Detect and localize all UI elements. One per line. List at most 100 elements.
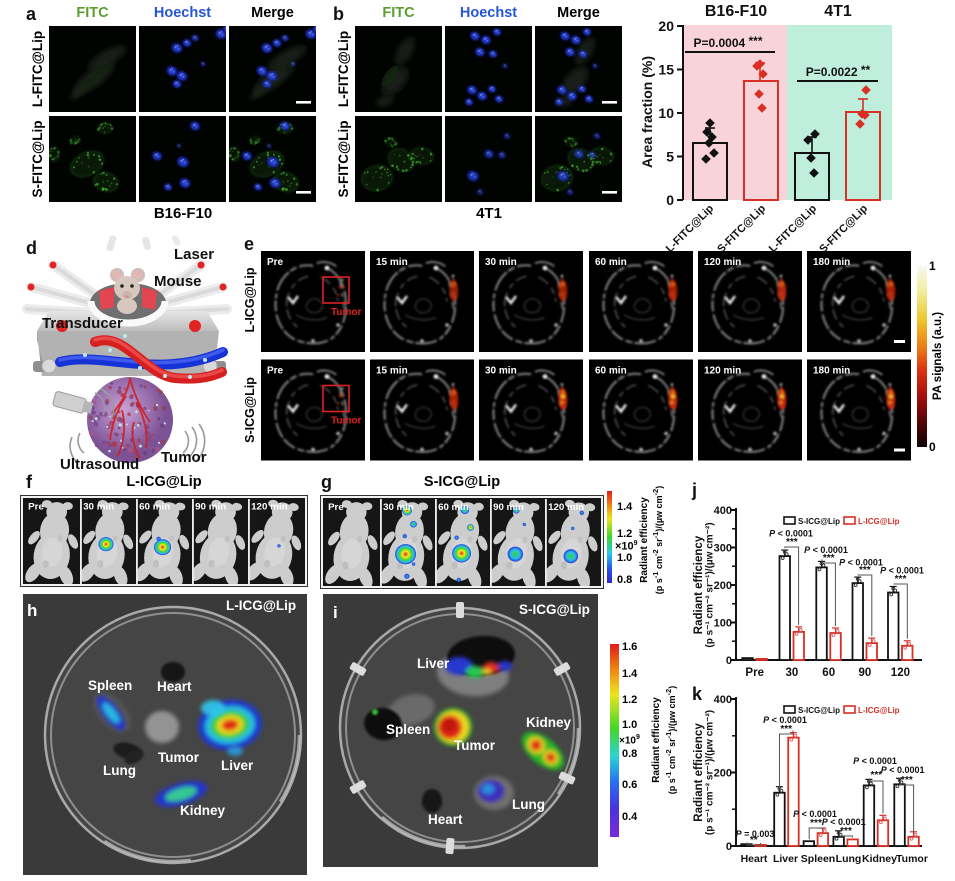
svg-text:Liver: Liver xyxy=(773,853,798,865)
svg-text:100: 100 xyxy=(714,618,732,630)
svg-text:***: *** xyxy=(840,826,852,837)
svg-text:0: 0 xyxy=(666,192,674,208)
svg-text:Spleen: Spleen xyxy=(801,853,835,865)
svg-text:20: 20 xyxy=(658,18,674,34)
svg-text:30 min: 30 min xyxy=(485,257,517,268)
svg-text:Pre: Pre xyxy=(267,366,284,377)
svg-text:Transducer: Transducer xyxy=(42,315,123,332)
svg-text:P=0.0022 **: P=0.0022 ** xyxy=(806,63,871,79)
svg-text:***: *** xyxy=(823,553,835,564)
svg-text:200: 200 xyxy=(714,580,732,592)
svg-text:Pre: Pre xyxy=(328,502,344,513)
svg-text:P < 0.0001: P < 0.0001 xyxy=(881,765,925,775)
svg-text:h: h xyxy=(27,601,37,620)
svg-text:***: *** xyxy=(859,565,871,576)
svg-text:Tumor: Tumor xyxy=(454,738,496,753)
svg-text:S-ICG@Lip: S-ICG@Lip xyxy=(798,706,840,715)
svg-text:15 min: 15 min xyxy=(376,366,408,377)
svg-text:60 min: 60 min xyxy=(595,257,627,268)
svg-text:Tumor: Tumor xyxy=(896,853,928,865)
svg-text:Tumor: Tumor xyxy=(158,750,200,765)
svg-text:P < 0.0001: P < 0.0001 xyxy=(763,715,807,725)
svg-text:***: *** xyxy=(895,574,907,585)
svg-text:Kidney: Kidney xyxy=(862,853,897,865)
svg-text:Spleen: Spleen xyxy=(88,678,132,693)
svg-text:60 min: 60 min xyxy=(438,502,469,513)
svg-text:S-FITC@Lip: S-FITC@Lip xyxy=(817,202,870,255)
svg-text:P < 0.0001: P < 0.0001 xyxy=(853,756,897,766)
svg-text:180 min: 180 min xyxy=(813,257,850,268)
svg-text:Pre: Pre xyxy=(267,257,284,268)
svg-text:300: 300 xyxy=(714,543,732,555)
svg-text:Radiant efficiency: Radiant efficiency xyxy=(693,723,705,822)
svg-text:Radiant efficiency: Radiant efficiency xyxy=(693,535,705,634)
svg-text:P < 0.0001: P < 0.0001 xyxy=(793,809,837,819)
svg-text:L-ICG@Lip: L-ICG@Lip xyxy=(226,598,296,613)
svg-text:S-ICG@Lip: S-ICG@Lip xyxy=(798,517,840,526)
svg-text:120 min: 120 min xyxy=(704,257,741,268)
svg-text:P < 0.0001: P < 0.0001 xyxy=(769,529,813,539)
svg-text:5: 5 xyxy=(666,149,674,165)
svg-text:L-FITC@Lip: L-FITC@Lip xyxy=(664,202,717,255)
svg-text:***: *** xyxy=(901,775,913,786)
svg-text:Lung: Lung xyxy=(103,763,136,778)
svg-text:(p s⁻¹ cm⁻² sr⁻¹)/(µw cm⁻²): (p s⁻¹ cm⁻² sr⁻¹)/(µw cm⁻²) xyxy=(705,710,716,835)
svg-text:15 min: 15 min xyxy=(376,257,408,268)
svg-text:**: ** xyxy=(750,835,758,846)
svg-text:Lung: Lung xyxy=(512,797,545,812)
svg-text:S-ICG@Lip: S-ICG@Lip xyxy=(519,602,590,617)
svg-text:P < 0.0001: P < 0.0001 xyxy=(839,558,883,568)
svg-text:120 min: 120 min xyxy=(251,501,288,512)
svg-text:Mouse: Mouse xyxy=(154,273,202,290)
svg-text:Ultrasound: Ultrasound xyxy=(60,456,139,473)
svg-text:L-ICG@Lip: L-ICG@Lip xyxy=(858,706,900,715)
svg-text:90 min: 90 min xyxy=(195,501,226,512)
svg-text:120 min: 120 min xyxy=(704,366,741,377)
svg-text:***: *** xyxy=(810,818,822,829)
svg-text:400: 400 xyxy=(714,694,732,706)
svg-text:Pre: Pre xyxy=(28,501,44,512)
svg-text:Kidney: Kidney xyxy=(180,803,226,818)
svg-text:60: 60 xyxy=(822,667,835,679)
svg-text:10: 10 xyxy=(658,105,674,121)
svg-text:0: 0 xyxy=(726,841,732,853)
svg-text:***: *** xyxy=(780,724,792,735)
svg-text:L-ICG@Lip: L-ICG@Lip xyxy=(858,517,900,526)
svg-text:Lung: Lung xyxy=(836,853,862,865)
svg-text:P=0.0004 ***: P=0.0004 *** xyxy=(693,34,762,50)
svg-text:120: 120 xyxy=(891,667,910,679)
svg-text:Heart: Heart xyxy=(157,679,192,694)
svg-text:30 min: 30 min xyxy=(83,501,114,512)
svg-text:Pre: Pre xyxy=(745,667,764,679)
svg-text:Tumor: Tumor xyxy=(331,416,361,427)
svg-text:120 min: 120 min xyxy=(548,502,584,513)
svg-text:P < 0.0001: P < 0.0001 xyxy=(804,545,848,555)
svg-text:30 min: 30 min xyxy=(383,502,414,513)
svg-text:P < 0.0001: P < 0.0001 xyxy=(822,817,866,827)
svg-text:B16-F10: B16-F10 xyxy=(705,3,767,20)
svg-text:30: 30 xyxy=(786,667,799,679)
svg-text:i: i xyxy=(333,603,338,622)
svg-text:Area fraction (%): Area fraction (%) xyxy=(640,56,655,168)
svg-text:Tumor: Tumor xyxy=(161,449,207,466)
svg-text:60 min: 60 min xyxy=(595,366,627,377)
svg-text:180 min: 180 min xyxy=(813,366,850,377)
svg-text:60 min: 60 min xyxy=(139,501,170,512)
svg-text:L-FITC@Lip: L-FITC@Lip xyxy=(767,202,820,255)
svg-text:Spleen: Spleen xyxy=(386,722,430,737)
svg-text:15: 15 xyxy=(658,62,674,78)
svg-text:Liver: Liver xyxy=(221,758,254,773)
svg-text:90: 90 xyxy=(859,667,872,679)
svg-text:200: 200 xyxy=(714,768,732,780)
svg-text:P < 0.0001: P < 0.0001 xyxy=(880,566,924,576)
svg-text:0: 0 xyxy=(726,655,732,667)
svg-text:Heart: Heart xyxy=(741,853,768,865)
svg-text:Kidney: Kidney xyxy=(526,715,572,730)
svg-text:(p s⁻¹ cm⁻² sr⁻¹)/(µw cm⁻²): (p s⁻¹ cm⁻² sr⁻¹)/(µw cm⁻²) xyxy=(705,522,716,647)
svg-text:Heart: Heart xyxy=(428,812,463,827)
svg-text:30 min: 30 min xyxy=(485,366,517,377)
svg-text:Liver: Liver xyxy=(417,656,450,671)
svg-text:***: *** xyxy=(870,770,882,781)
svg-text:Laser: Laser xyxy=(174,246,214,263)
svg-text:S-FITC@Lip: S-FITC@Lip xyxy=(715,202,768,255)
